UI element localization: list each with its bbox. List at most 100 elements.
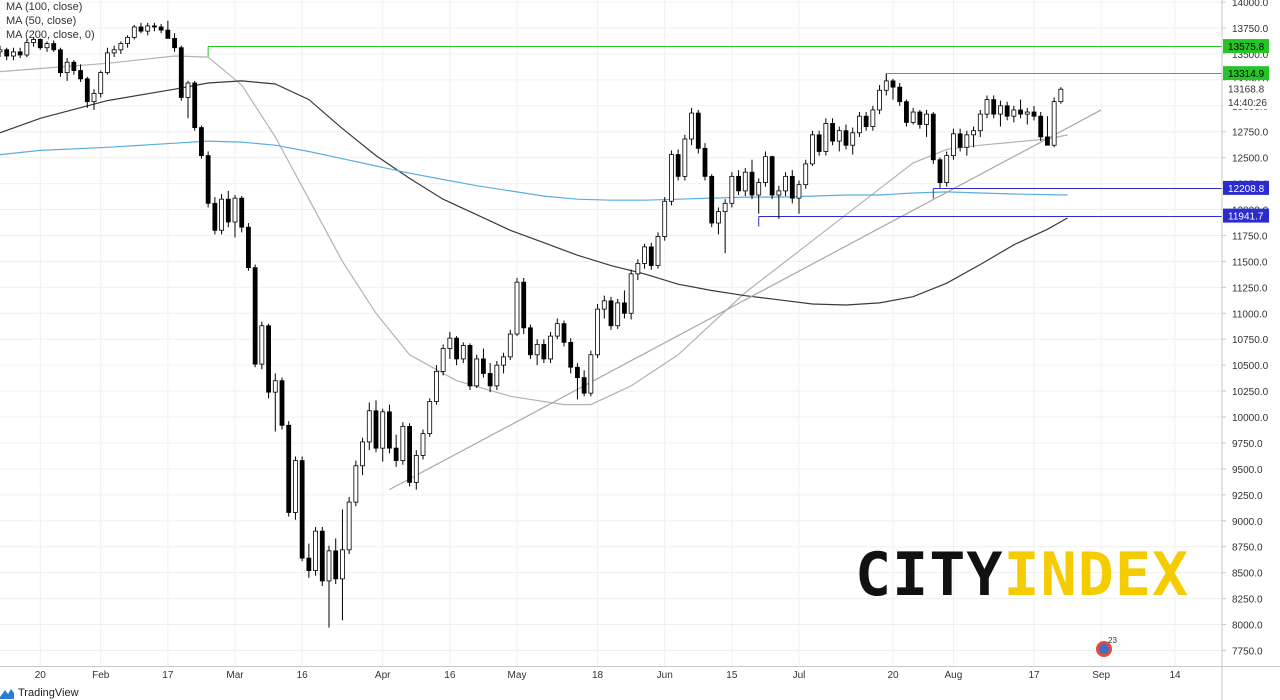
candle <box>897 82 903 106</box>
candle-body <box>561 323 567 343</box>
candle <box>1024 107 1030 125</box>
candle <box>541 339 547 364</box>
candle <box>507 329 513 360</box>
candle-body <box>917 111 923 125</box>
candle-body <box>769 156 775 196</box>
candle-body <box>675 154 681 177</box>
candle <box>836 126 842 152</box>
candle-body <box>440 348 446 372</box>
candle <box>286 421 292 517</box>
candle <box>682 134 688 181</box>
y-tick-label: 12750.0 <box>1232 128 1269 139</box>
y-tick-label: 7750.0 <box>1232 646 1263 657</box>
candle-body <box>286 424 292 513</box>
y-tick-label: 9500.0 <box>1232 465 1263 476</box>
candle-body <box>964 134 970 148</box>
candle <box>642 243 647 269</box>
y-tick-label: 10000.0 <box>1232 413 1269 424</box>
x-tick-label: Apr <box>375 670 391 681</box>
y-tick-label: 9250.0 <box>1232 491 1263 502</box>
candle <box>84 76 90 108</box>
candle <box>1051 97 1057 148</box>
candle <box>219 193 224 235</box>
candle <box>481 348 486 378</box>
candle-body <box>138 26 144 32</box>
time-axis[interactable]: 20 Feb 17 Mar 16 Apr 16 May 18 Jun 15 Jul 20 Aug 17 Sep… <box>0 666 1280 682</box>
candle-body <box>333 550 339 580</box>
candle <box>152 22 157 32</box>
candle <box>1018 99 1023 119</box>
candle <box>447 331 453 359</box>
candle-body <box>387 411 392 449</box>
x-tick-label: 15 <box>726 670 738 681</box>
x-tick-label: Aug <box>945 670 963 681</box>
candle-body <box>736 175 741 192</box>
candle <box>561 320 567 347</box>
candle-body <box>373 410 379 449</box>
x-tick-label: May <box>508 670 527 681</box>
candle <box>293 456 298 520</box>
candle <box>37 38 43 50</box>
candle <box>910 107 916 125</box>
candle <box>971 126 976 148</box>
candle-body <box>796 184 802 199</box>
legend-ma50[interactable]: MA (50, close) <box>6 15 77 27</box>
candle <box>98 70 104 98</box>
candle-body <box>984 99 990 115</box>
candle <box>346 496 352 554</box>
y-tick-label: 9000.0 <box>1232 517 1263 528</box>
legend-ma200[interactable]: MA (200, close, 0) <box>6 29 95 41</box>
y-tick-label: 8500.0 <box>1232 569 1263 580</box>
watermark-city: CITY <box>855 540 1004 610</box>
candle <box>521 278 527 335</box>
candle <box>199 125 204 159</box>
candle <box>299 456 305 562</box>
price-marker-box <box>1223 39 1269 54</box>
candle-body <box>199 127 204 157</box>
tradingview-brand[interactable]: TradingView <box>18 687 79 699</box>
candle <box>246 223 251 271</box>
x-tick-label: 18 <box>592 670 604 681</box>
price-marker-box <box>1223 81 1269 96</box>
candle <box>326 545 332 628</box>
legend-ma100[interactable]: MA (100, close) <box>6 1 83 13</box>
news-flag-icon[interactable]: 23 <box>1093 636 1119 658</box>
price-marker-label: 13314.9 <box>1228 69 1265 80</box>
candle-body <box>608 300 614 327</box>
candle <box>11 47 16 61</box>
candle <box>400 422 406 465</box>
candle-body <box>185 82 191 98</box>
candle <box>850 127 856 155</box>
candle <box>17 47 23 59</box>
candle-body <box>400 425 406 461</box>
candle <box>232 195 238 238</box>
candle-body <box>615 302 621 327</box>
candle-body <box>165 29 171 39</box>
candle-body <box>830 123 835 142</box>
candle <box>192 80 198 131</box>
candle <box>595 303 600 358</box>
candle <box>178 45 184 101</box>
price-axis[interactable]: 7750.0 8000.0 8250.0 8500.0 8750.0 9000.0 9250… <box>1221 0 1269 700</box>
x-tick-label: 16 <box>297 670 309 681</box>
candle-body <box>1051 101 1057 146</box>
candle <box>628 269 634 320</box>
price-marker-label: 13168.8 <box>1228 84 1265 95</box>
candle <box>487 363 493 393</box>
x-tick-label: 16 <box>444 670 456 681</box>
watermark-index: INDEX <box>1003 540 1190 610</box>
candle <box>695 109 701 154</box>
indicator-legend: MA (100, close) MA (50, close) MA (200, … <box>6 0 95 42</box>
candle <box>360 437 365 476</box>
candle <box>769 155 775 200</box>
candle <box>608 296 614 330</box>
candle-body <box>669 154 674 202</box>
y-tick-label: 11250.0 <box>1232 283 1268 294</box>
candle <box>904 99 909 127</box>
candle-body <box>44 43 50 49</box>
candle-body <box>897 86 903 103</box>
cityindex-watermark: CITYINDEX <box>855 543 1189 607</box>
x-tick-label: 17 <box>1028 670 1040 681</box>
candle-body <box>1045 136 1050 146</box>
